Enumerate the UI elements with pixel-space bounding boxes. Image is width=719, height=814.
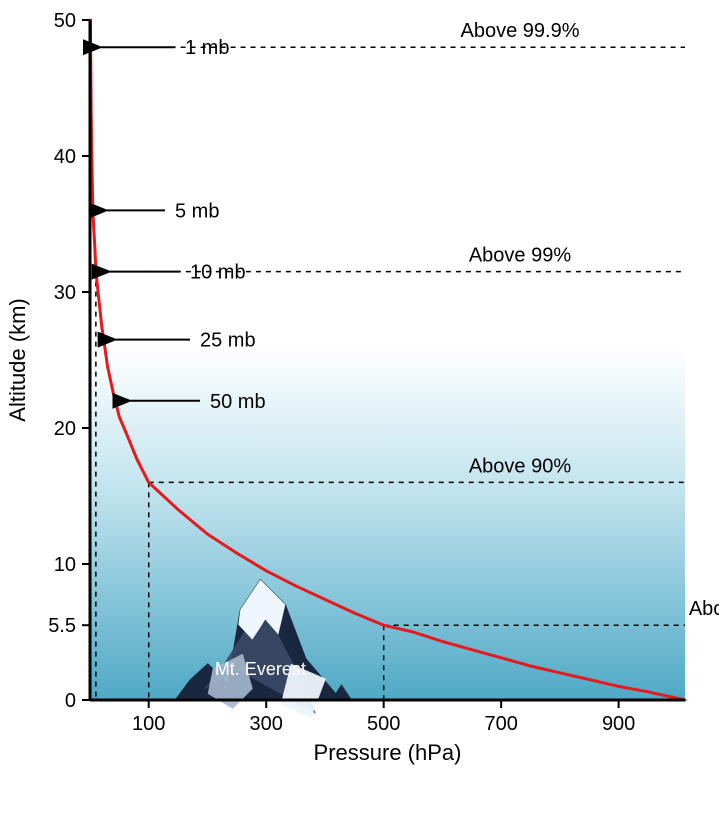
callout-label: 10 mb <box>190 262 246 284</box>
x-tick-label: 100 <box>132 713 165 735</box>
callout-label: 1 mb <box>185 37 229 59</box>
callout-label: 25 mb <box>200 330 256 352</box>
reference-label: Above 90% <box>469 455 572 477</box>
x-tick-label: 900 <box>602 713 635 735</box>
pressure-altitude-chart: Mt. Everest Above 50% Above 90% Above 99% Ab… <box>0 0 719 814</box>
callout-label: 50 mb <box>210 391 266 413</box>
x-tick-label: 500 <box>367 713 400 735</box>
x-tick-label: 700 <box>484 713 517 735</box>
y-tick-label: 50 <box>54 10 76 32</box>
x-axis-label: Pressure (hPa) <box>314 740 462 765</box>
y-axis-label: Altitude (km) <box>5 298 30 421</box>
reference-label: Above 50% <box>689 598 719 620</box>
y-tick-label: 30 <box>54 282 76 304</box>
y-tick-label: 40 <box>54 146 76 168</box>
y-tick-label: 10 <box>54 554 76 576</box>
mountain-label: Mt. Everest <box>215 659 306 679</box>
atmosphere-gradient <box>90 346 685 700</box>
x-tick-label: 300 <box>250 713 283 735</box>
reference-label: Above 99% <box>469 245 572 267</box>
y-tick-label: 0 <box>65 690 76 712</box>
reference-label: Above 99.9% <box>461 20 580 42</box>
callout-label: 5 mb <box>175 200 219 222</box>
y-tick-label: 5.5 <box>48 615 76 637</box>
y-tick-label: 20 <box>54 418 76 440</box>
